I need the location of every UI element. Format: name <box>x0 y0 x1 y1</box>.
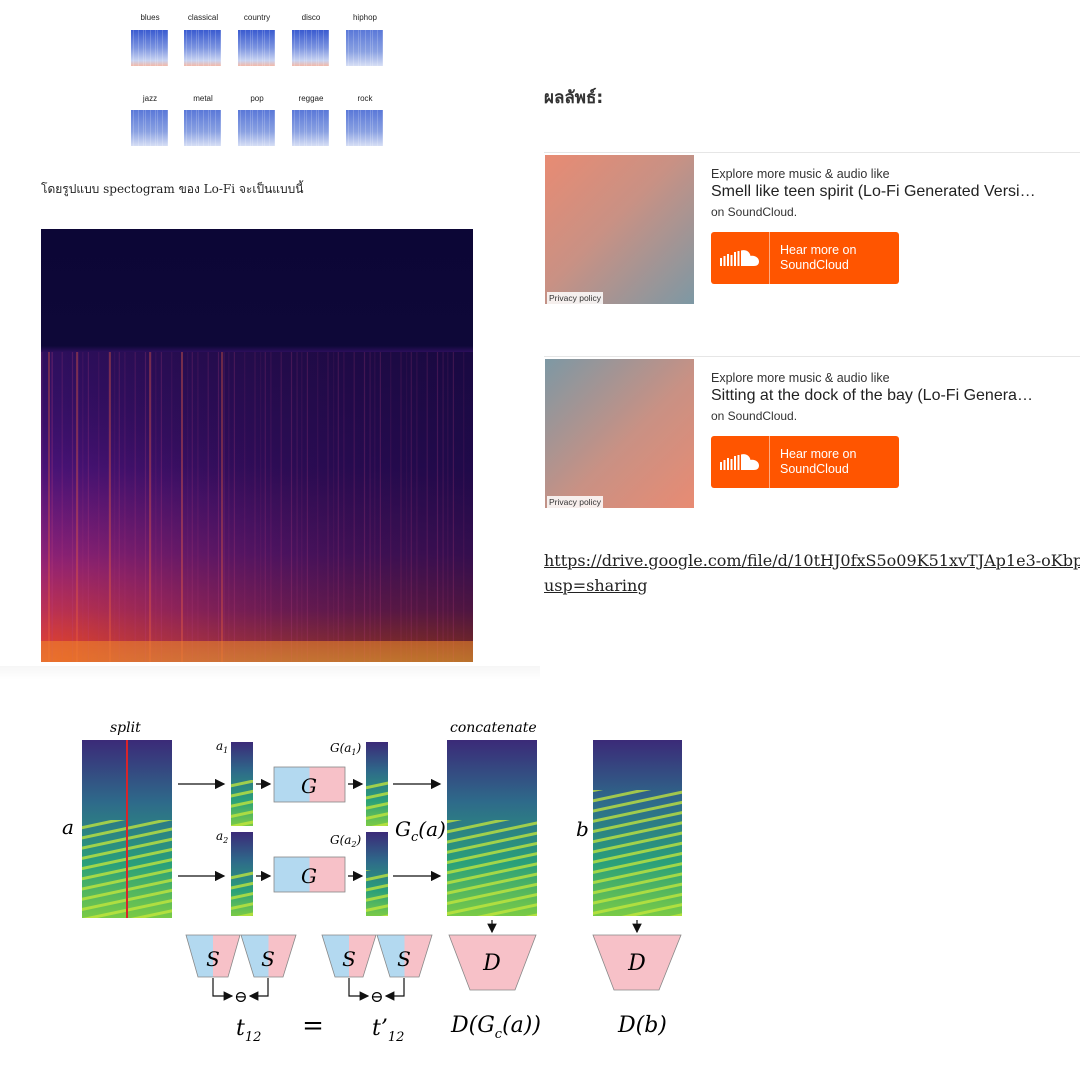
track-title[interactable]: Sitting at the dock of the bay (Lo-Fi Ge… <box>711 387 1033 404</box>
architecture-diagram: split a a1 a2 G G <box>0 680 1080 1080</box>
genre-label-rock: rock <box>357 94 373 103</box>
genre-spectrogram-metal <box>184 110 221 146</box>
soundcloud-embed-2[interactable]: Privacy policy Explore more music & audi… <box>544 356 1080 509</box>
slice-g-a1 <box>366 742 388 826</box>
genre-label-country: country <box>243 13 271 22</box>
label-t12-prime: t’12 <box>372 1016 404 1045</box>
label-d-gc-a: D(Gc(a)) <box>450 1013 541 1042</box>
explore-text: Explore more music & audio like <box>711 167 890 181</box>
result-heading: ผลลัพธ์: <box>544 88 604 108</box>
generator-label: G <box>301 864 317 888</box>
on-soundcloud-text: on SoundCloud. <box>711 409 798 423</box>
label-d-b: D(b) <box>617 1013 667 1038</box>
genre-spectrogram-blues <box>131 30 168 66</box>
generator-box-1: G <box>273 766 346 803</box>
siamese-3: S <box>321 934 377 978</box>
hear-more-label: Hear more on SoundCloud <box>780 447 857 476</box>
minus-icon: ⊖ <box>370 987 383 1006</box>
track-artwork[interactable]: Privacy policy <box>545 359 694 508</box>
genre-label-reggae: reggae <box>298 94 324 103</box>
section-divider <box>0 666 540 680</box>
equals-sign: = <box>302 1011 324 1041</box>
soundcloud-logo-icon <box>711 436 770 488</box>
drive-link[interactable]: https://drive.google.com/file/d/10tHJ0fx… <box>544 551 1080 595</box>
lofi-spectrogram <box>41 229 473 662</box>
genre-spectrogram-rock <box>346 110 383 146</box>
spectrogram-b <box>593 740 682 916</box>
spectrogram-caption: โดยรูปแบบ spectogram ของ Lo-Fi จะเป็นแบบ… <box>41 182 304 196</box>
soundcloud-logo-icon <box>711 232 770 284</box>
siamese-label: S <box>261 947 275 971</box>
drive-link-line-1[interactable]: https://drive.google.com/file/d/10tHJ0fx… <box>544 551 1080 570</box>
privacy-policy-link[interactable]: Privacy policy <box>547 496 603 508</box>
slice-g-a2 <box>366 832 388 916</box>
siamese-2: S <box>240 934 297 978</box>
soundcloud-embed-1[interactable]: Privacy policy Explore more music & audi… <box>544 152 1080 305</box>
genre-spectrogram-jazz <box>131 110 168 146</box>
label-gc-a: Gc(a) <box>395 817 446 845</box>
slice-a1 <box>231 742 253 826</box>
label-g-a2: G(a2) <box>330 833 362 849</box>
explore-text: Explore more music & audio like <box>711 371 890 385</box>
generator-box-2: G <box>273 856 346 893</box>
genre-spectrogram-classical <box>184 30 221 66</box>
genre-spectrogram-reggae <box>292 110 329 146</box>
drive-link-line-2[interactable]: usp=sharing <box>544 576 648 595</box>
label-t12: t12 <box>236 1016 261 1045</box>
label-g-a1: G(a1) <box>330 741 362 757</box>
label-a1: a1 <box>216 739 228 755</box>
genre-spectrogram-hiphop <box>346 30 383 66</box>
siamese-label: S <box>397 947 411 971</box>
track-artwork[interactable]: Privacy policy <box>545 155 694 304</box>
spectrogram-concatenated <box>447 740 537 916</box>
genre-label-pop: pop <box>250 94 264 103</box>
genre-label-hiphop: hiphop <box>352 13 378 22</box>
hear-more-button[interactable]: Hear more on SoundCloud <box>711 436 899 488</box>
label-a: a <box>62 815 74 839</box>
minus-icon: ⊖ <box>234 987 247 1006</box>
discriminator-2: D <box>592 934 682 991</box>
on-soundcloud-text: on SoundCloud. <box>711 205 798 219</box>
genre-spectrogram-disco <box>292 30 329 66</box>
privacy-policy-link[interactable]: Privacy policy <box>547 292 603 304</box>
genre-spectrogram-pop <box>238 110 275 146</box>
siamese-label: S <box>206 947 220 971</box>
track-title[interactable]: Smell like teen spirit (Lo-Fi Generated … <box>711 183 1036 200</box>
slice-a2 <box>231 832 253 916</box>
genre-label-classical: classical <box>187 13 219 22</box>
genre-label-metal: metal <box>193 94 213 103</box>
siamese-label: S <box>342 947 356 971</box>
generator-label: G <box>301 774 317 798</box>
concatenate-label: concatenate <box>450 720 537 736</box>
hear-more-label: Hear more on SoundCloud <box>780 243 857 272</box>
genre-spectrogram-country <box>238 30 275 66</box>
discriminator-label: D <box>627 951 646 976</box>
genre-label-disco: disco <box>301 13 321 22</box>
split-label: split <box>110 720 141 736</box>
discriminator-1: D <box>448 934 537 991</box>
genre-label-jazz: jazz <box>142 94 158 103</box>
genre-label-blues: blues <box>140 13 160 22</box>
label-a2: a2 <box>216 829 228 845</box>
label-b: b <box>576 817 589 841</box>
hear-more-button[interactable]: Hear more on SoundCloud <box>711 232 899 284</box>
siamese-4: S <box>376 934 433 978</box>
siamese-1: S <box>185 934 241 978</box>
spectrogram-a <box>82 740 172 918</box>
discriminator-label: D <box>482 951 501 976</box>
